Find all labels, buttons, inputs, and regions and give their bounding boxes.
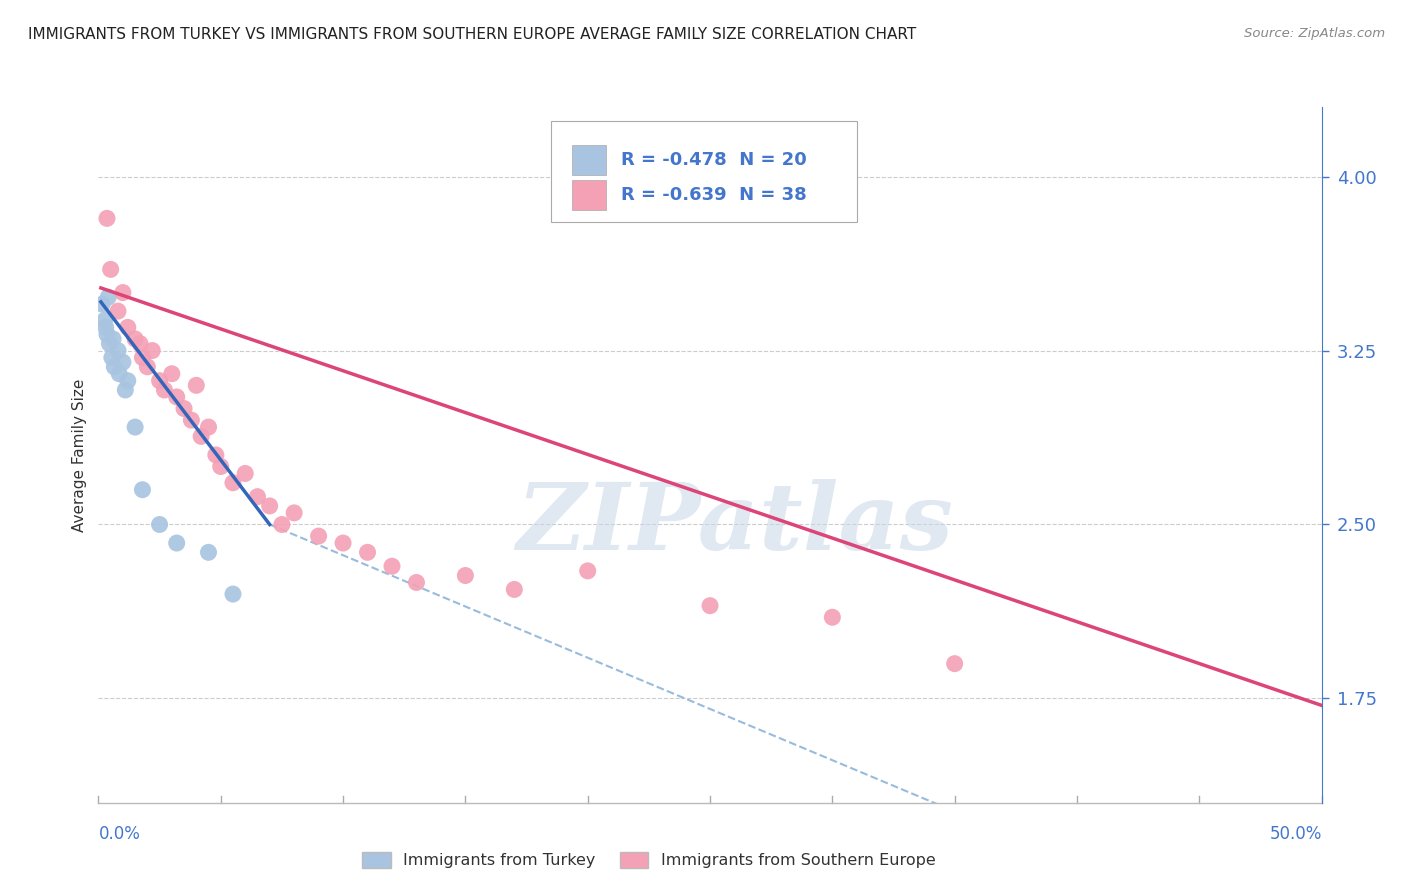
Text: ZIPatlas: ZIPatlas xyxy=(516,480,953,569)
Point xyxy=(197,420,219,434)
Point xyxy=(111,355,134,369)
Point xyxy=(141,343,163,358)
Text: R = -0.639  N = 38: R = -0.639 N = 38 xyxy=(620,186,807,204)
Point xyxy=(93,313,115,327)
Point xyxy=(160,367,183,381)
Point xyxy=(103,359,125,374)
FancyBboxPatch shape xyxy=(572,180,606,210)
Point xyxy=(190,429,212,443)
FancyBboxPatch shape xyxy=(551,121,856,222)
Point xyxy=(173,401,195,416)
Point xyxy=(166,390,188,404)
Point xyxy=(503,582,526,597)
Point xyxy=(149,517,172,532)
Point xyxy=(136,359,159,374)
Point xyxy=(124,420,146,434)
Point xyxy=(111,285,134,300)
Point xyxy=(94,320,117,334)
Point xyxy=(180,413,202,427)
FancyBboxPatch shape xyxy=(572,145,606,175)
Point xyxy=(576,564,599,578)
Point xyxy=(131,351,153,365)
Point xyxy=(101,351,124,365)
Text: R = -0.478  N = 20: R = -0.478 N = 20 xyxy=(620,151,807,169)
Point xyxy=(405,575,427,590)
Legend: Immigrants from Turkey, Immigrants from Southern Europe: Immigrants from Turkey, Immigrants from … xyxy=(356,846,942,875)
Point xyxy=(149,374,172,388)
Text: 50.0%: 50.0% xyxy=(1270,825,1322,843)
Point xyxy=(454,568,477,582)
Point xyxy=(699,599,721,613)
Point xyxy=(332,536,354,550)
Point xyxy=(124,332,146,346)
Point xyxy=(117,320,139,334)
Point xyxy=(98,336,121,351)
Point xyxy=(197,545,219,559)
Text: 0.0%: 0.0% xyxy=(98,825,141,843)
Point xyxy=(96,327,118,342)
Point xyxy=(129,336,152,351)
Point xyxy=(381,559,404,574)
Point xyxy=(821,610,844,624)
Point xyxy=(101,332,124,346)
Point xyxy=(186,378,208,392)
Point xyxy=(943,657,966,671)
Y-axis label: Average Family Size: Average Family Size xyxy=(72,378,87,532)
Point xyxy=(114,383,136,397)
Point xyxy=(153,383,176,397)
Point xyxy=(270,517,294,532)
Point xyxy=(356,545,378,559)
Point xyxy=(209,459,232,474)
Point xyxy=(283,506,305,520)
Point xyxy=(107,343,129,358)
Point xyxy=(166,536,188,550)
Text: IMMIGRANTS FROM TURKEY VS IMMIGRANTS FROM SOUTHERN EUROPE AVERAGE FAMILY SIZE CO: IMMIGRANTS FROM TURKEY VS IMMIGRANTS FRO… xyxy=(28,27,917,42)
Point xyxy=(222,587,245,601)
Point xyxy=(233,467,256,481)
Point xyxy=(97,290,120,304)
Point xyxy=(222,475,245,490)
Point xyxy=(308,529,330,543)
Point xyxy=(108,367,131,381)
Point xyxy=(91,297,114,311)
Point xyxy=(131,483,153,497)
Point xyxy=(107,304,129,318)
Point xyxy=(259,499,281,513)
Point xyxy=(205,448,228,462)
Point xyxy=(117,374,139,388)
Point xyxy=(246,490,269,504)
Point xyxy=(96,211,118,226)
Text: Source: ZipAtlas.com: Source: ZipAtlas.com xyxy=(1244,27,1385,40)
Point xyxy=(100,262,122,277)
